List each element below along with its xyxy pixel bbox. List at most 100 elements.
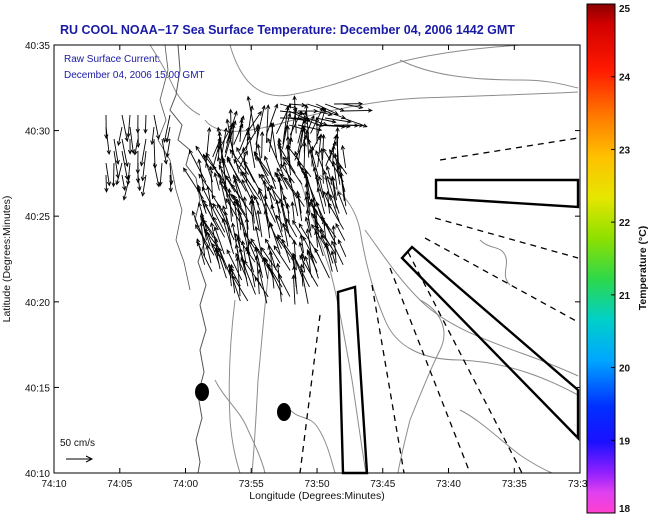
current-arrow (218, 247, 232, 279)
y-tick-label: 40:30 (25, 127, 50, 138)
current-arrow (319, 228, 337, 255)
current-arrow (205, 126, 212, 168)
colorbar-tick-label: 21 (619, 291, 631, 302)
transect-line (389, 267, 471, 474)
current-arrow (133, 138, 139, 156)
current-arrow (246, 249, 256, 288)
y-tick-label: 40:15 (25, 383, 50, 394)
current-arrow (196, 241, 213, 272)
current-arrow (238, 247, 249, 287)
current-arrow (280, 201, 291, 238)
current-arrow (321, 133, 326, 160)
current-arrow (269, 122, 278, 159)
x-tick-label: 73:3 (568, 479, 588, 490)
current-arrow (275, 172, 288, 209)
chart-title: RU COOL NOAA−17 Sea Surface Temperature:… (60, 23, 515, 37)
current-arrow (298, 241, 306, 262)
current-arrow (286, 218, 298, 238)
current-arrow (275, 262, 282, 302)
current-arrow (328, 149, 348, 175)
current-arrow (197, 158, 205, 190)
current-arrow (199, 221, 206, 256)
contour-line (289, 409, 336, 474)
x-tick-label: 73:35 (502, 479, 527, 490)
y-axis-label: Latitude (Degrees:Minutes) (1, 196, 13, 323)
contour-line (459, 409, 553, 474)
zone-box (400, 245, 580, 441)
current-arrow (254, 276, 269, 298)
current-arrow (275, 199, 283, 232)
current-arrow (205, 244, 212, 264)
scale-arrow (66, 455, 94, 463)
current-arrow (236, 146, 255, 183)
current-arrow (338, 164, 345, 201)
bathymetry-contours (149, 44, 579, 474)
current-arrow (248, 240, 262, 271)
current-arrow (333, 101, 364, 106)
current-arrow (326, 175, 340, 214)
current-arrow (314, 247, 330, 279)
current-arrow (342, 123, 364, 128)
current-arrow (243, 160, 262, 193)
current-arrow (153, 114, 161, 140)
current-arrow (285, 202, 290, 225)
site-marker (195, 383, 209, 401)
transect-line (407, 251, 523, 474)
current-arrow (263, 155, 277, 190)
colorbar-tick-label: 22 (619, 218, 631, 229)
transect-line (424, 237, 579, 323)
current-arrow (219, 127, 228, 168)
transect-line (371, 284, 405, 474)
current-arrow (188, 149, 207, 183)
current-arrow (256, 143, 262, 167)
colorbar-tick-label: 20 (619, 364, 631, 375)
colorbar-tick-label: 24 (619, 73, 631, 84)
colorbar-ticks: 25 24 23 22 21 20 19 18 (611, 3, 631, 515)
current-arrow (202, 219, 218, 241)
current-arrow (288, 176, 299, 217)
current-arrow (324, 110, 347, 120)
x-axis-label: Longitude (Degrees:Minutes) (249, 490, 384, 502)
colorbar-label: Temperature (°C) (637, 226, 649, 311)
contour-line (364, 229, 579, 377)
current-arrow (135, 162, 141, 184)
current-arrow (222, 205, 232, 233)
x-axis: 74:10 74:05 74:00 73:55 73:50 73:45 73:40 73:35… (41, 45, 588, 490)
current-arrow (337, 190, 348, 215)
current-arrow (325, 190, 331, 214)
current-arrow (242, 196, 249, 230)
current-arrow (280, 173, 298, 199)
current-arrow (322, 170, 331, 201)
current-arrow (342, 108, 373, 113)
current-arrow (258, 173, 276, 201)
current-arrow (208, 165, 214, 199)
current-arrow (269, 221, 281, 254)
current-arrow (311, 223, 326, 246)
current-arrow (228, 267, 241, 302)
current-arrow (248, 200, 255, 231)
current-arrow (325, 165, 333, 185)
current-arrow (278, 273, 291, 297)
current-arrow (140, 150, 147, 182)
current-arrow (121, 114, 129, 143)
current-arrow (295, 190, 303, 222)
current-arrow (315, 150, 326, 175)
current-arrow (221, 156, 232, 182)
current-arrow (254, 255, 260, 295)
current-arrow (270, 184, 281, 214)
current-arrow (111, 162, 116, 188)
current-arrow (253, 195, 262, 215)
scale-label: 50 cm/s (60, 438, 95, 449)
y-axis: 40:35 40:30 40:25 40:20 40:15 40:10 (25, 41, 580, 480)
current-arrow (291, 274, 296, 305)
contour-line (397, 299, 445, 474)
current-arrow (268, 250, 275, 289)
contour-line (251, 259, 271, 474)
current-arrow (324, 117, 352, 124)
current-arrow (121, 138, 129, 168)
current-arrow (317, 133, 323, 168)
current-arrow (139, 138, 147, 167)
current-arrow (232, 275, 249, 302)
current-arrow (315, 173, 324, 198)
current-arrow (337, 239, 347, 257)
